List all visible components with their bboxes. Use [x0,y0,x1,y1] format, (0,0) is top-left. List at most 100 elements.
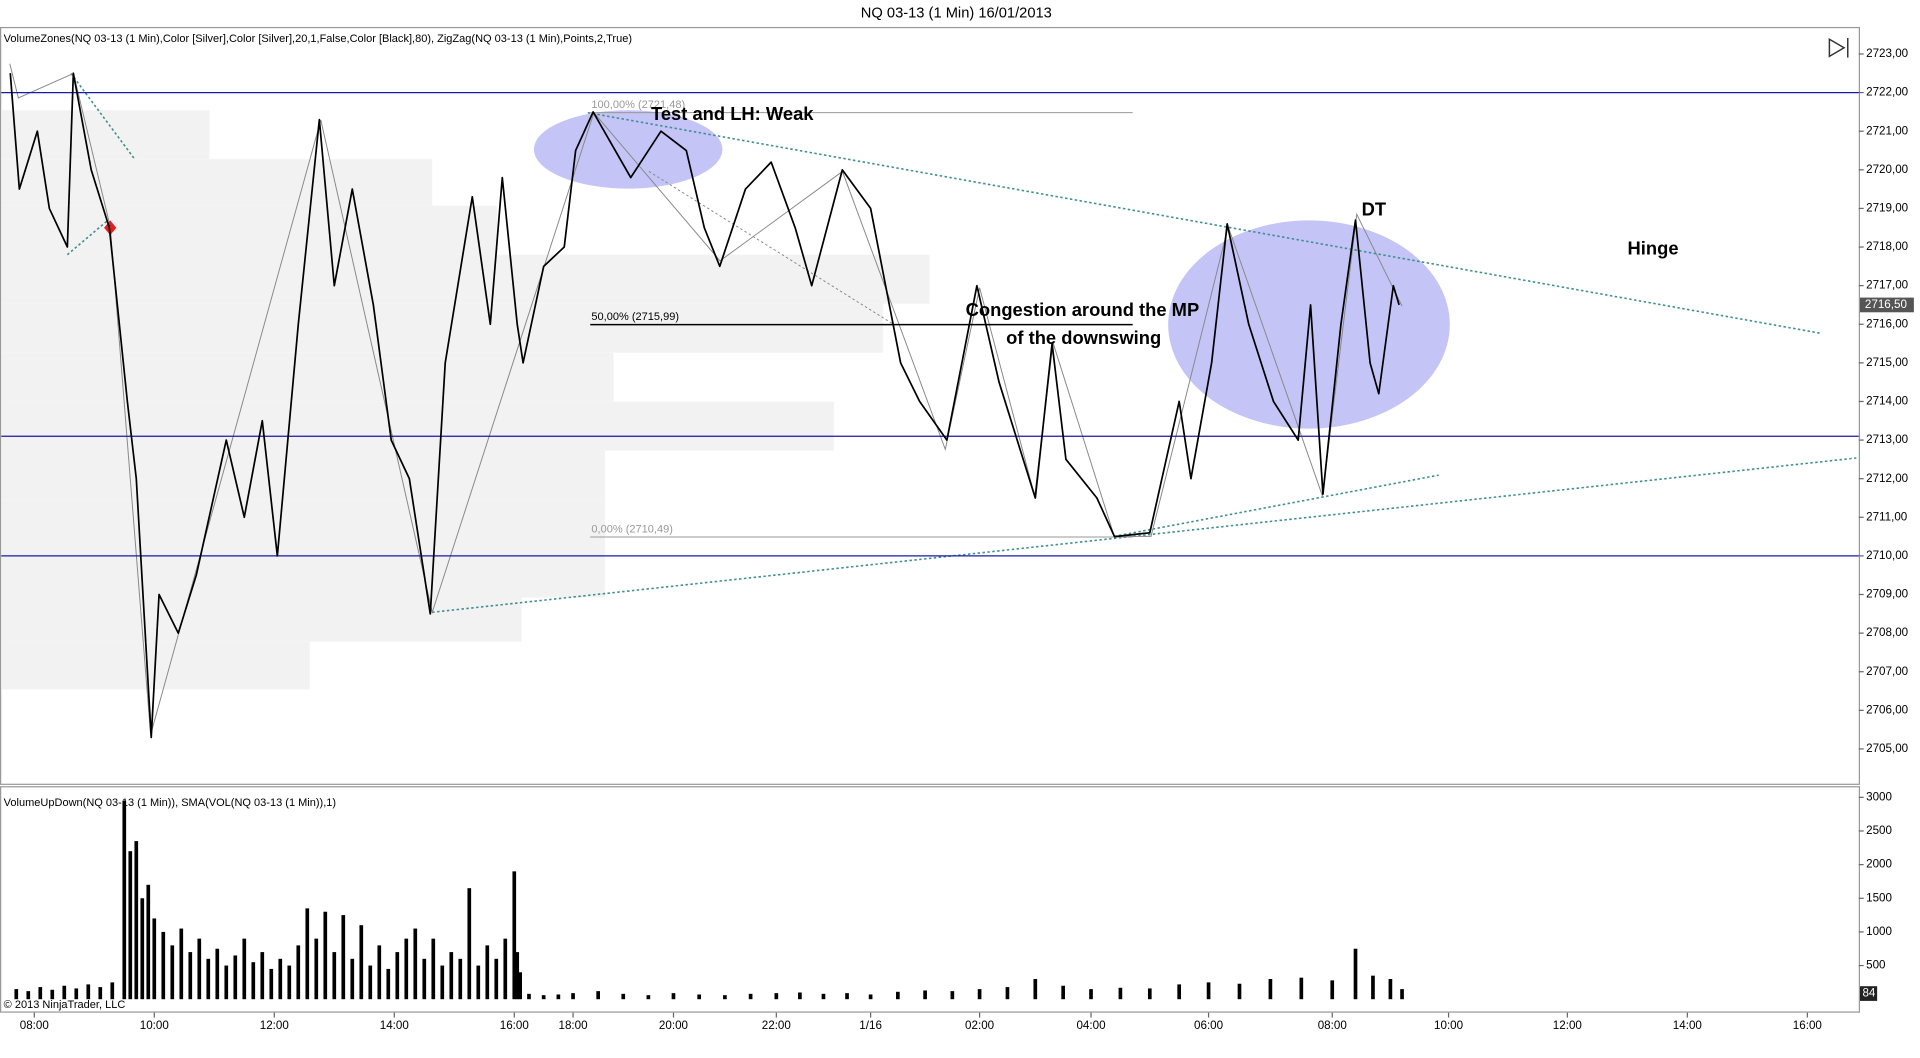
volume-bar [1206,982,1211,1000]
volume-bar [1147,988,1152,1000]
x-tick-label: 14:00 [1673,1019,1703,1032]
y-tick-label: 2706,00 [1866,703,1909,716]
fib-label: 100,00% (2721,48) [591,99,685,111]
volume-bar [1089,989,1093,1000]
y-tick-label: 2707,00 [1866,665,1909,678]
volume-bar [697,994,702,1000]
volume-bar [467,888,472,1000]
volume-bar [98,987,103,1000]
y-tick-label: 2715,00 [1866,356,1909,369]
volume-bar [896,991,900,1000]
y-tick-label: 2719,00 [1866,201,1909,214]
volume-bar [341,915,346,1000]
volume-bar [242,938,247,1000]
volume-bar [541,995,546,1000]
volume-bar [868,994,873,1000]
volume-bar [485,945,490,1000]
trend-lines [66,73,1857,614]
volume-bar [571,993,575,1000]
y-tick-label: 2713,00 [1866,433,1909,446]
volume-bar [527,993,531,1000]
y-tick-label: 2712,00 [1866,472,1909,485]
volume-bar [179,928,184,1000]
x-tick-label: 08:00 [1318,1019,1348,1032]
play-icon [1828,37,1849,58]
indicator-label: VolumeUpDown(NQ 03-13 (1 Min)), SMA(VOL(… [4,797,336,809]
last-volume-box [1860,986,1878,1001]
volume-bar [503,938,508,1000]
annotation: Hinge [1628,238,1679,259]
y-tick-label: 2705,00 [1866,742,1909,755]
volume-bar [146,884,151,1000]
volume-bar [404,938,409,1000]
fib-label: 0,00% (2710,49) [591,524,672,536]
volume-bar [38,987,43,1000]
volume-panel [0,786,1860,1013]
y-tick-label: 2723,00 [1866,47,1909,60]
volume-bar [161,931,166,1000]
volume-bar [134,841,139,1000]
volume-bar [305,908,310,1000]
last-price-label: 2716,50 [1865,298,1908,311]
volume-bar [1388,979,1393,1000]
annotation: Congestion around the MP [966,299,1200,320]
highlight-ellipse [533,110,723,189]
volume-bar [197,938,202,1000]
volume-bar [518,972,522,1000]
volume-bar [314,938,319,1000]
volume-bar [1330,980,1335,1000]
y-tick-label: 500 [1866,959,1886,972]
volume-bar [1237,983,1242,1000]
y-tick-label: 2710,00 [1866,549,1909,562]
volume-bar [332,952,337,1000]
volume-bar [74,988,79,1000]
volume-bar [368,965,373,1000]
x-tick-label: 06:00 [1194,1019,1224,1032]
annotation: of the downswing [1006,327,1161,348]
volume-bar [14,989,19,1000]
volume-bar [515,952,520,1000]
volume-bar [62,985,67,1000]
volume-bar [845,993,849,1000]
y-tick-label: 2717,00 [1866,279,1909,292]
volume-bar [296,945,301,1000]
x-tick-label: 10:00 [140,1019,170,1032]
volume-bar [1033,979,1038,1000]
y-tick-label: 2716,00 [1866,317,1909,330]
volume-bar [476,965,481,1000]
volume-bar [821,993,826,1000]
y-tick-label: 2500 [1866,824,1892,837]
volume-bar [110,982,115,1000]
volume-bar [977,989,982,1000]
y-tick-label: 2708,00 [1866,626,1909,639]
zigzag [9,63,1403,735]
x-tick-label: 14:00 [380,1019,410,1032]
volume-bar [26,991,31,1000]
x-tick-label: 18:00 [559,1019,589,1032]
y-tick-label: 2720,00 [1866,163,1909,176]
volume-bar [512,871,517,1000]
fib-label: 50,00% (2715,99) [591,311,679,323]
volume-bar [449,952,454,1000]
x-tick-label: 08:00 [20,1019,50,1032]
volume-bar [1268,979,1273,1000]
volume-bar [950,991,955,1000]
volume-bar [140,898,145,1000]
volume-bar [350,958,355,1000]
volume-bar [1177,984,1182,1000]
y-tick-label: 1500 [1866,891,1892,904]
volume-bar [122,800,127,1000]
price-panel [0,26,1860,785]
volume-bar [646,995,651,1000]
volume-bar [596,991,600,1000]
volume-bar [1400,989,1404,1000]
x-tick-label: 12:00 [1553,1019,1583,1032]
x-tick-label: 16:00 [1793,1019,1823,1032]
volume-bar [233,955,238,1000]
x-tick-label: 02:00 [965,1019,995,1032]
volume-bar [128,851,133,1000]
price-line [9,72,1400,739]
y-tick-label: 2711,00 [1866,510,1908,523]
volume-bar [395,952,400,1000]
